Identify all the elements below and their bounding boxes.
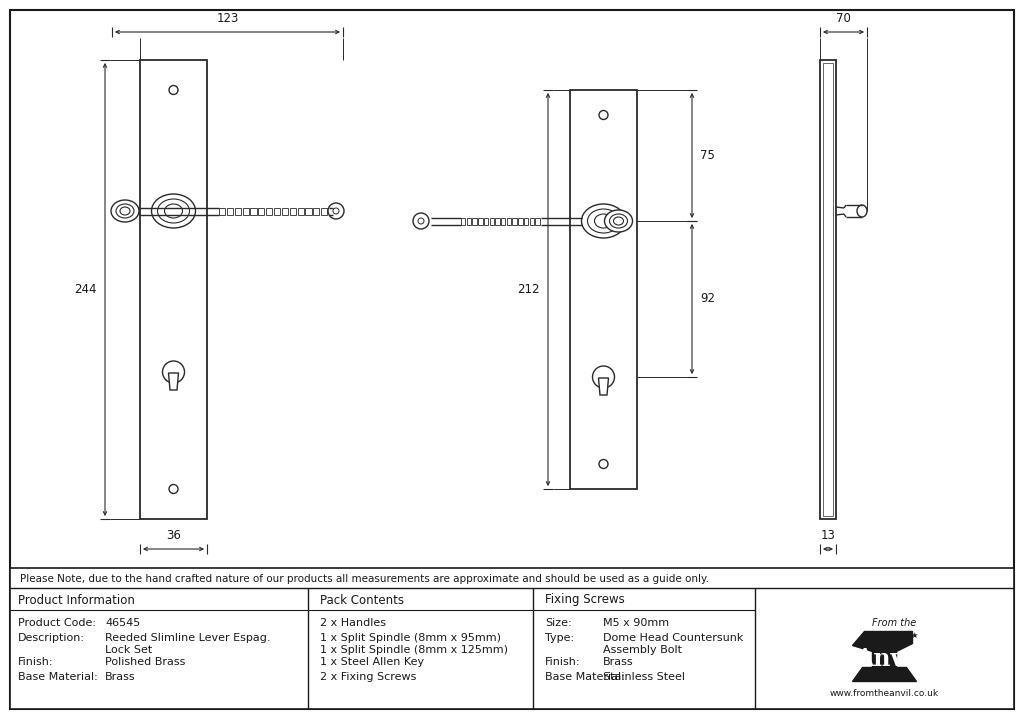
Polygon shape	[853, 631, 916, 682]
Bar	[570, 90, 637, 489]
Text: Description:: Description:	[18, 633, 85, 643]
Bar	[518, 218, 522, 224]
Bar	[313, 208, 319, 214]
Text: 2 x Handles: 2 x Handles	[319, 618, 386, 628]
Ellipse shape	[857, 205, 867, 217]
Circle shape	[599, 459, 608, 469]
Circle shape	[599, 111, 608, 119]
Bar	[489, 218, 494, 224]
Bar	[478, 218, 482, 224]
Text: 244: 244	[75, 283, 97, 296]
Text: 1 x Split Spindle (8mm x 125mm): 1 x Split Spindle (8mm x 125mm)	[319, 645, 508, 655]
Circle shape	[169, 86, 178, 94]
Bar	[472, 218, 477, 224]
Bar	[140, 60, 207, 519]
Bar	[266, 208, 272, 214]
Bar	[512, 218, 517, 224]
Circle shape	[418, 218, 424, 224]
Text: www.fromtheanvil.co.uk: www.fromtheanvil.co.uk	[829, 689, 939, 698]
Bar	[467, 218, 471, 224]
Bar	[274, 208, 281, 214]
Ellipse shape	[152, 194, 196, 228]
Ellipse shape	[604, 210, 633, 232]
Ellipse shape	[595, 214, 612, 228]
Text: Polished Brass: Polished Brass	[105, 657, 185, 667]
Circle shape	[413, 213, 429, 229]
Bar	[507, 218, 511, 224]
Bar	[529, 218, 535, 224]
Ellipse shape	[111, 200, 139, 222]
Bar	[219, 208, 225, 214]
Text: ★: ★	[910, 631, 919, 640]
Bar	[823, 63, 833, 516]
Text: From the: From the	[872, 618, 916, 628]
Text: Base Material:: Base Material:	[545, 672, 625, 682]
Bar	[282, 208, 288, 214]
Ellipse shape	[120, 207, 130, 215]
Bar	[10, 568, 1014, 709]
Text: M5 x 90mm: M5 x 90mm	[603, 618, 669, 628]
Ellipse shape	[158, 199, 189, 223]
Bar	[234, 208, 241, 214]
Bar	[298, 208, 304, 214]
Text: 70: 70	[836, 12, 851, 25]
Circle shape	[328, 203, 344, 219]
Bar	[820, 60, 836, 519]
Text: 13: 13	[820, 529, 836, 542]
Bar	[290, 208, 296, 214]
Bar	[484, 218, 488, 224]
Text: 123: 123	[216, 12, 239, 25]
Text: 212: 212	[517, 283, 540, 296]
Text: 1 x Split Spindle (8mm x 95mm): 1 x Split Spindle (8mm x 95mm)	[319, 633, 501, 643]
Bar	[251, 208, 257, 214]
Polygon shape	[598, 378, 608, 395]
Ellipse shape	[582, 204, 626, 238]
Bar	[305, 208, 311, 214]
Text: Assembly Bolt: Assembly Bolt	[603, 645, 682, 655]
Ellipse shape	[609, 214, 628, 228]
Ellipse shape	[116, 204, 134, 218]
Text: Stainless Steel: Stainless Steel	[603, 672, 685, 682]
Ellipse shape	[165, 204, 182, 218]
Text: 92: 92	[700, 293, 715, 306]
Text: Finish:: Finish:	[545, 657, 581, 667]
Text: 75: 75	[700, 149, 715, 162]
Circle shape	[593, 366, 614, 388]
Text: Brass: Brass	[603, 657, 634, 667]
Bar	[536, 218, 540, 224]
Text: Product Code:: Product Code:	[18, 618, 96, 628]
Text: Product Information: Product Information	[18, 593, 135, 607]
Text: Dome Head Countersunk: Dome Head Countersunk	[603, 633, 743, 643]
Text: 1 x Steel Allen Key: 1 x Steel Allen Key	[319, 657, 424, 667]
Text: Finish:: Finish:	[18, 657, 53, 667]
Text: 2 x Fixing Screws: 2 x Fixing Screws	[319, 672, 417, 682]
Text: Anvil: Anvil	[855, 646, 923, 671]
Text: 36: 36	[166, 529, 181, 542]
Text: Type:: Type:	[545, 633, 574, 643]
Bar	[258, 208, 264, 214]
Ellipse shape	[613, 217, 624, 225]
Text: Fixing Screws: Fixing Screws	[545, 593, 625, 607]
Text: 46545: 46545	[105, 618, 140, 628]
Bar	[322, 208, 328, 214]
Ellipse shape	[588, 209, 620, 233]
Circle shape	[169, 485, 178, 493]
Bar	[524, 218, 528, 224]
Bar	[243, 208, 249, 214]
Text: Pack Contents: Pack Contents	[319, 593, 404, 607]
Text: Please Note, due to the hand crafted nature of our products all measurements are: Please Note, due to the hand crafted nat…	[20, 574, 709, 584]
Circle shape	[163, 361, 184, 383]
Text: Lock Set: Lock Set	[105, 645, 153, 655]
Bar	[461, 218, 466, 224]
Bar	[496, 218, 500, 224]
Text: Base Material:: Base Material:	[18, 672, 97, 682]
Text: Reeded Slimline Lever Espag.: Reeded Slimline Lever Espag.	[105, 633, 270, 643]
Bar	[227, 208, 233, 214]
Text: Size:: Size:	[545, 618, 571, 628]
Text: Brass: Brass	[105, 672, 135, 682]
Bar	[501, 218, 506, 224]
Polygon shape	[169, 373, 178, 390]
Circle shape	[333, 208, 339, 214]
